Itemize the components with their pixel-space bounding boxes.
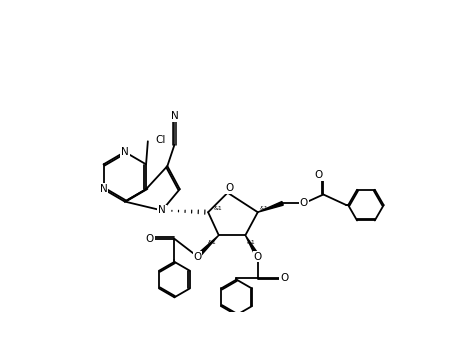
Text: N: N: [121, 147, 129, 157]
Text: N: N: [158, 205, 166, 216]
Text: &1: &1: [213, 206, 222, 211]
Text: &1: &1: [246, 239, 255, 245]
Polygon shape: [245, 235, 260, 258]
Text: N: N: [100, 184, 107, 194]
Text: O: O: [280, 273, 289, 283]
Text: O: O: [254, 252, 262, 261]
Text: O: O: [225, 183, 234, 193]
Text: O: O: [315, 170, 323, 180]
Polygon shape: [258, 202, 283, 212]
Polygon shape: [196, 235, 219, 258]
Text: O: O: [193, 252, 202, 261]
Text: &1: &1: [260, 206, 268, 211]
Text: &1: &1: [207, 239, 216, 245]
Text: O: O: [146, 234, 154, 244]
Text: N: N: [170, 111, 178, 121]
Text: Cl: Cl: [155, 134, 165, 145]
Text: O: O: [300, 198, 308, 208]
